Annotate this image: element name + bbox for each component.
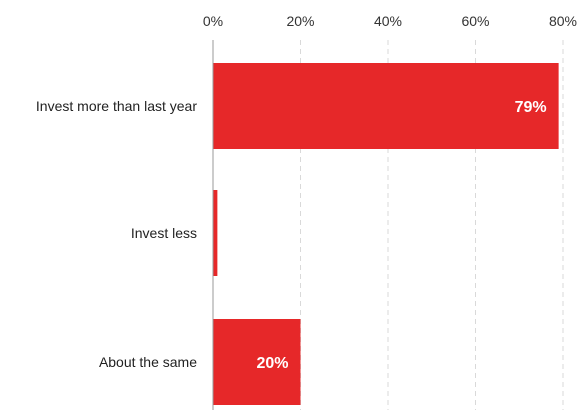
category-label: Invest less: [131, 225, 197, 241]
x-tick-label: 20%: [286, 13, 314, 29]
x-tick-labels: 0% 20% 40% 60% 80%: [203, 13, 577, 29]
category-label: About the same: [99, 354, 197, 370]
x-tick-label: 0%: [203, 13, 223, 29]
x-tick-label: 40%: [374, 13, 402, 29]
bar: [213, 319, 301, 405]
data-labels: 79% 20%: [256, 99, 546, 372]
category-label: Invest more than last year: [36, 98, 197, 114]
data-label: 20%: [256, 355, 288, 372]
x-tick-label: 60%: [461, 13, 489, 29]
x-tick-label: 80%: [549, 13, 577, 29]
bars: [213, 63, 559, 405]
data-label: 79%: [515, 99, 547, 116]
bar: [213, 190, 218, 276]
category-labels: Invest more than last year Invest less Abo…: [36, 98, 197, 370]
bar: [213, 63, 559, 149]
